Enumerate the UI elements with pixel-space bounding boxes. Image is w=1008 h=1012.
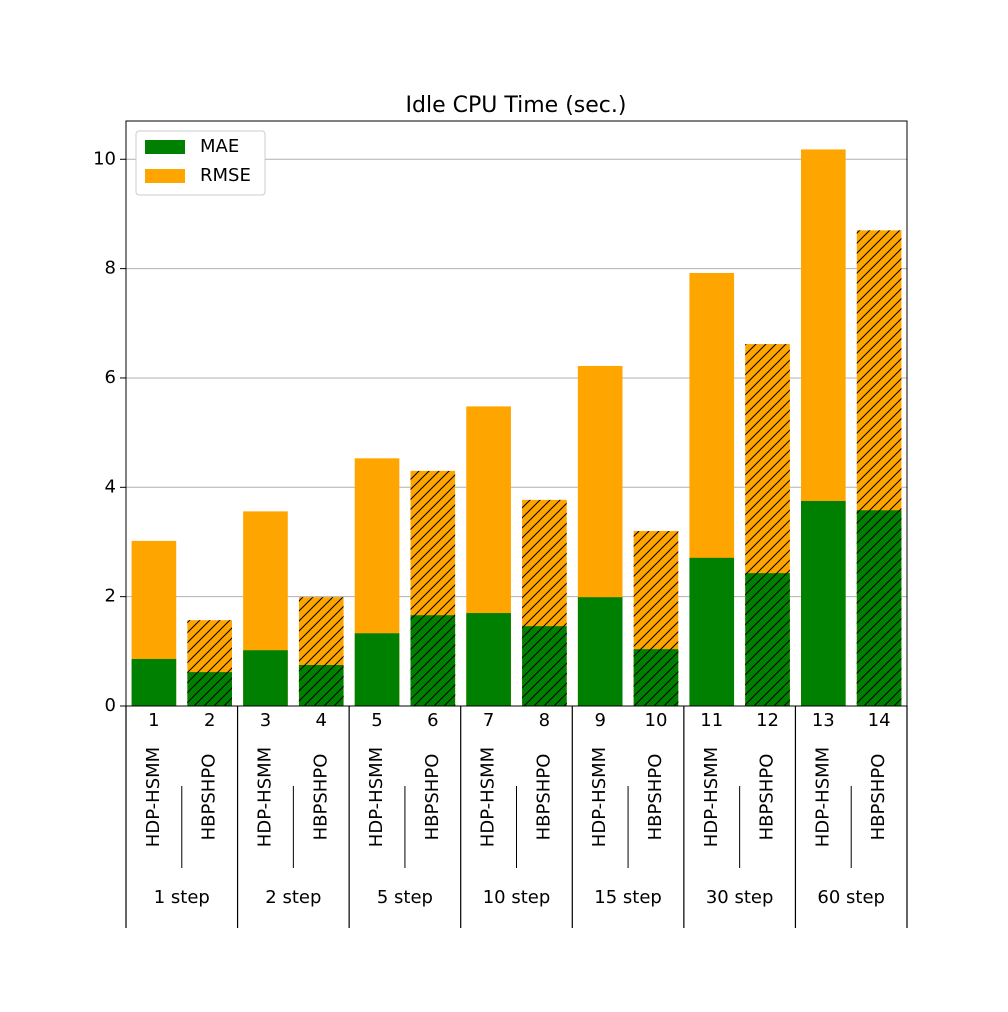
group-label: 15 step <box>594 887 662 908</box>
x-tick-label: 8 <box>539 710 550 731</box>
bar <box>354 633 400 706</box>
chart-title: Idle CPU Time (sec.) <box>406 93 627 118</box>
x-tick-label: 14 <box>868 710 891 731</box>
x-tick-label: 9 <box>594 710 605 731</box>
method-label: HBPSHPO <box>645 754 666 841</box>
x-tick-label: 12 <box>756 710 779 731</box>
method-label: HBPSHPO <box>757 754 778 841</box>
bar <box>131 658 177 706</box>
bar-hatch <box>522 626 567 706</box>
bar <box>577 597 623 706</box>
x-tick-label: 10 <box>645 710 668 731</box>
legend-label: RMSE <box>200 165 251 186</box>
x-tick-label: 4 <box>316 710 327 731</box>
x-tick-label: 7 <box>483 710 494 731</box>
method-label: HBPSHPO <box>422 754 443 841</box>
legend-swatch <box>145 169 185 183</box>
bar <box>801 500 846 706</box>
bar <box>689 557 735 706</box>
y-tick-label: 4 <box>105 476 116 497</box>
y-tick-label: 6 <box>105 367 116 388</box>
x-tick-label: 6 <box>427 710 438 731</box>
bar-hatch <box>856 510 902 706</box>
plot-frame <box>125 120 908 707</box>
group-label: 60 step <box>817 887 885 908</box>
y-tick-label: 0 <box>105 695 116 716</box>
method-label: HBPSHPO <box>199 754 220 841</box>
group-label: 5 step <box>377 887 433 908</box>
legend-swatch <box>145 140 185 154</box>
method-label: HDP-HSMM <box>143 747 164 847</box>
group-label: 30 step <box>706 887 774 908</box>
method-label: HBPSHPO <box>868 754 889 841</box>
bar-hatch <box>745 573 790 706</box>
method-label: HDP-HSMM <box>701 747 722 847</box>
bar <box>243 650 288 706</box>
y-tick-label: 8 <box>105 258 116 279</box>
x-tick-label: 13 <box>812 710 835 731</box>
group-label: 1 step <box>154 887 210 908</box>
x-tick-label: 11 <box>700 710 723 731</box>
bar-hatch <box>298 664 344 706</box>
method-label: HDP-HSMM <box>366 747 387 847</box>
x-tick-label: 5 <box>371 710 382 731</box>
legend: MAE RMSE <box>135 130 266 196</box>
method-label: HDP-HSMM <box>478 747 499 847</box>
x-tick-label: 3 <box>260 710 271 731</box>
y-tick-label: 10 <box>93 148 116 169</box>
bar-hatch <box>187 672 232 706</box>
y-tick-label: 2 <box>105 586 116 607</box>
bar-hatch <box>633 649 679 706</box>
x-tick-label: 2 <box>204 710 215 731</box>
method-label: HBPSHPO <box>310 754 331 841</box>
method-label: HBPSHPO <box>533 754 554 841</box>
bar <box>466 613 511 706</box>
method-label: HDP-HSMM <box>589 747 610 847</box>
method-label: HDP-HSMM <box>254 747 275 847</box>
legend-label: MAE <box>200 136 239 157</box>
x-tick-label: 1 <box>148 710 159 731</box>
group-label: 2 step <box>265 887 321 908</box>
group-label: 10 step <box>483 887 551 908</box>
bar-hatch <box>410 615 456 706</box>
method-label: HDP-HSMM <box>812 747 833 847</box>
